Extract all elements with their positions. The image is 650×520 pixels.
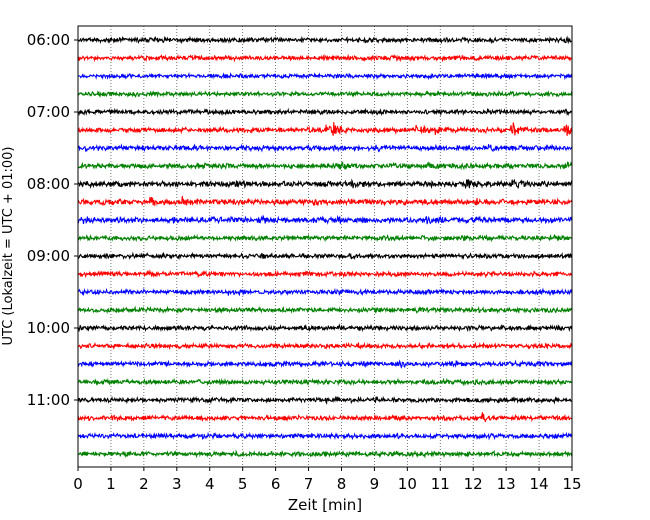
trace-1115 [77, 412, 573, 423]
x-tick-label: 15 [562, 475, 581, 493]
x-tick-label: 6 [271, 475, 281, 493]
x-tick-label: 7 [304, 475, 314, 493]
trace-0745 [77, 161, 573, 171]
y-tick-label: 11:00 [27, 391, 70, 409]
trace-0930 [77, 287, 573, 297]
trace-0815 [77, 196, 573, 207]
trace-1015 [77, 341, 573, 351]
x-tick-label: 3 [172, 475, 182, 493]
trace-1045 [77, 377, 573, 387]
trace-0730 [77, 143, 573, 153]
x-tick-label: 2 [139, 475, 149, 493]
trace-0900 [77, 251, 573, 261]
x-tick-label: 14 [530, 475, 549, 493]
seismic-traces [77, 35, 573, 459]
x-tick-label: 12 [464, 475, 483, 493]
y-axis-ticks: 06:00 07:00 08:00 09:00 10:00 11:00 [27, 31, 78, 409]
x-tick-label: 10 [398, 475, 417, 493]
x-tick-label: 1 [106, 475, 116, 493]
trace-1100 [77, 395, 573, 405]
trace-0845 [77, 233, 573, 243]
trace-0945 [77, 305, 573, 315]
x-tick-label: 13 [497, 475, 516, 493]
y-tick-label: 10:00 [27, 319, 70, 337]
trace-1030 [77, 359, 573, 369]
trace-0600 [77, 35, 573, 45]
x-axis-label: Zeit [min] [288, 496, 362, 514]
x-tick-label: 8 [337, 475, 347, 493]
trace-0645 [77, 89, 573, 99]
trace-0800 [77, 178, 573, 190]
x-tick-label: 11 [431, 475, 450, 493]
x-axis-ticks: 0 1 2 3 4 5 6 7 8 9 10 11 12 13 14 15 [73, 467, 582, 493]
trace-0915 [77, 269, 573, 279]
y-axis-label: UTC (Lokalzeit = UTC + 01:00) [1, 147, 16, 346]
trace-0700 [77, 107, 573, 117]
x-tick-label: 5 [238, 475, 248, 493]
y-tick-label: 07:00 [27, 103, 70, 121]
y-tick-label: 06:00 [27, 31, 70, 49]
trace-1000 [77, 323, 573, 333]
trace-0830 [77, 214, 573, 225]
y-tick-label: 08:00 [27, 175, 70, 193]
x-tick-label: 0 [73, 475, 83, 493]
trace-1145 [77, 449, 573, 459]
plot-frame [77, 25, 573, 468]
trace-0615 [77, 53, 573, 63]
trace-0715 [77, 122, 573, 136]
x-tick-label: 4 [205, 475, 215, 493]
y-tick-label: 09:00 [27, 247, 70, 265]
trace-1130 [77, 431, 573, 441]
x-tick-label: 9 [370, 475, 380, 493]
trace-0630 [77, 71, 573, 81]
